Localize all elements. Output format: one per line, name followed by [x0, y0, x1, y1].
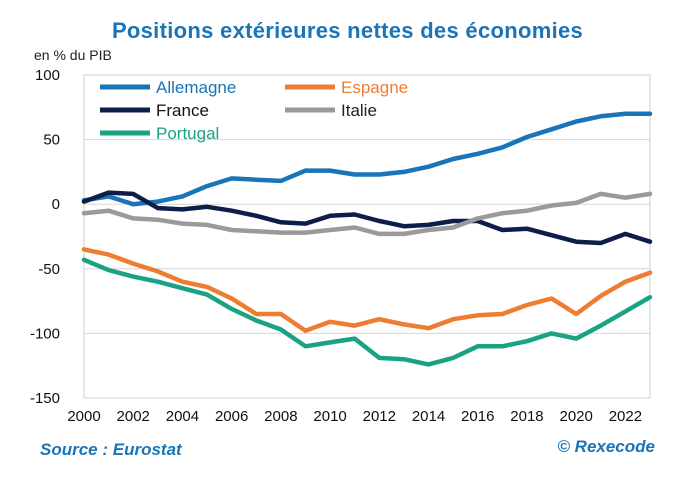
- chart-title: Positions extérieures nettes des économi…: [111, 18, 584, 43]
- x-tick-label: 2012: [363, 408, 396, 425]
- x-tick-label: 2014: [412, 408, 445, 425]
- series-line-italie: [81, 191, 653, 237]
- series-line-allemagne: [81, 111, 653, 207]
- y-tick-label: -150: [30, 390, 60, 407]
- copyright-note: © Rexecode: [557, 437, 655, 456]
- legend-label-espagne: Espagne: [341, 78, 408, 97]
- series-line-france: [81, 190, 653, 246]
- series-lines: [81, 111, 653, 367]
- y-tick-label: 100: [35, 67, 60, 84]
- legend-label-france: France: [156, 101, 209, 120]
- x-tick-label: 2018: [510, 408, 543, 425]
- y-tick-label: -50: [38, 261, 60, 278]
- y-tick-label: 0: [52, 196, 60, 213]
- x-axis-ticks: 2000 2002 2004 2006 2008 2010 2012 2014 2016 2018…: [67, 408, 642, 425]
- x-tick-label: 2000: [67, 408, 100, 425]
- x-tick-label: 2022: [609, 408, 642, 425]
- legend-label-portugal: Portugal: [156, 124, 219, 143]
- plot-border: [83, 74, 651, 399]
- legend-label-allemagne: Allemagne: [156, 78, 236, 97]
- x-tick-label: 2020: [559, 408, 592, 425]
- y-tick-label: 50: [43, 132, 60, 149]
- x-tick-label: 2002: [117, 408, 150, 425]
- y-axis-unit-label: en % du PIB: [34, 47, 112, 63]
- gridlines: [83, 74, 651, 399]
- source-note: Source : Eurostat: [40, 440, 182, 459]
- legend-label-italie: Italie: [341, 101, 377, 120]
- x-tick-label: 2006: [215, 408, 248, 425]
- legend: Allemagne Espagne France Italie Portugal: [100, 78, 408, 143]
- series-line-portugal: [81, 257, 653, 367]
- x-tick-label: 2016: [461, 408, 494, 425]
- x-tick-label: 2010: [313, 408, 346, 425]
- y-tick-label: -100: [30, 325, 60, 342]
- x-tick-label: 2008: [264, 408, 297, 425]
- y-axis-ticks: 100 50 0 -50 -100 -150: [30, 67, 60, 407]
- x-tick-label: 2004: [166, 408, 199, 425]
- series-line-espagne: [81, 247, 653, 334]
